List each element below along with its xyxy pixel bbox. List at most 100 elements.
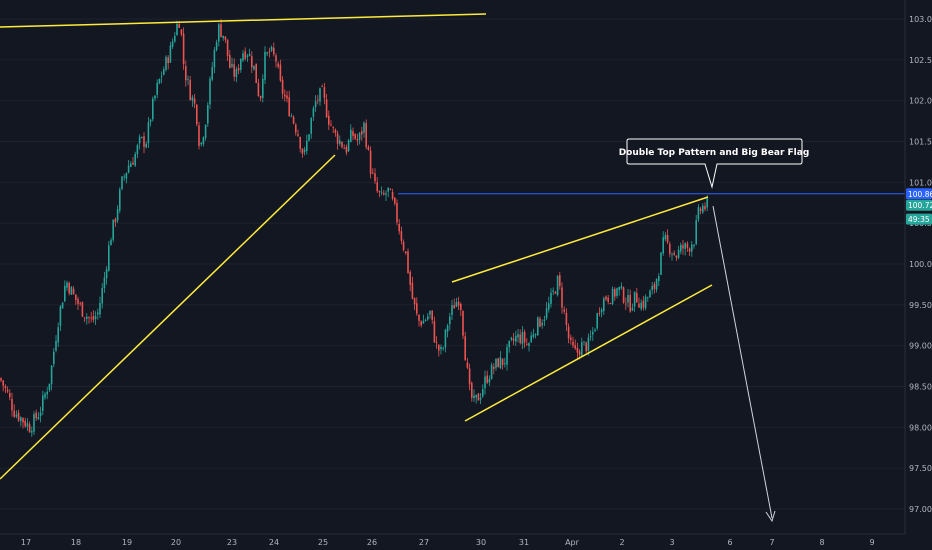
projection-arrow-line[interactable] [712,205,773,519]
top-resistance-trendline[interactable] [0,13,487,28]
candle-body [77,298,79,304]
candle-body [116,209,119,221]
candle-body [350,129,352,142]
candle-body [396,202,398,223]
candle-body [477,393,480,401]
candle-body [339,140,341,144]
candle-body [438,344,440,351]
candle-body [506,347,508,365]
candle-body [398,224,400,232]
candle-body [79,303,81,305]
price-tick-label: 97.00 [909,505,932,514]
candle-body [490,364,493,380]
candle-body [479,397,482,400]
candle-body [253,65,255,70]
time-tick-label: 8 [819,538,824,547]
candle-body [651,286,653,291]
candle-body [545,308,548,319]
candle-body [662,237,664,254]
time-axis-bg [0,534,932,550]
flag-upper-trendline[interactable] [451,196,709,283]
candle-body [4,386,7,389]
projection-arrowhead-icon [765,510,776,523]
candle-body [105,269,108,279]
candle-body [519,334,521,343]
price-tick-label: 97.50 [909,464,932,473]
candle-body [286,95,288,99]
candle-body [572,341,574,346]
candle-body [374,173,376,182]
price-axis[interactable]: 103.00102.50102.00101.50101.00100.50100.… [904,0,932,550]
callout-bubble [626,138,803,189]
candle-body [537,317,539,336]
candle-body [196,104,198,125]
candle-body [620,286,623,289]
candle-body [297,134,299,136]
candle-body [103,277,106,289]
candle-body [418,314,420,321]
candle-body [603,298,605,312]
candle-body [343,148,345,150]
price-tick-label: 100.00 [909,260,932,269]
candle-body [347,140,350,152]
time-tick-label: 6 [727,538,732,547]
candle-body [171,41,174,47]
candle-body [207,105,209,124]
candle-body [647,297,649,298]
candle-body [57,327,59,343]
candle-body [26,423,29,427]
candle-body [655,279,658,290]
candle-body [147,122,150,144]
candle-body [427,316,429,320]
candle-body [306,140,308,152]
candle-body [121,176,123,190]
flag-lower-trendline[interactable] [464,284,713,422]
time-tick-label: 25 [318,538,328,547]
annotation-callout[interactable]: Double Top Pattern and Big Bear Flag [619,138,810,189]
candle-body [389,188,392,191]
time-tick-label: 23 [227,538,237,547]
candle-body [231,63,233,67]
candle-body [589,336,592,338]
candle-body [543,319,546,321]
candle-body [488,378,491,383]
candle-body [303,149,306,152]
candle-body [677,249,680,258]
candle-body [451,305,453,316]
candle-body [680,244,682,252]
candle-body [110,239,112,246]
candle-body [638,303,640,308]
candle-body [504,363,506,364]
price-badge[interactable] [906,213,932,225]
price-badge-label: 100.86 [908,190,932,199]
candle-body [257,82,260,96]
candle-body [669,243,671,254]
price-badge[interactable] [906,199,932,211]
candle-body [323,87,326,99]
rising-support-trendline[interactable] [0,154,336,480]
candle-body [446,325,449,332]
candle-body [530,335,532,343]
candle-body [141,137,143,138]
candle-body [431,310,433,321]
candle-body [541,322,543,326]
candle-body [308,134,310,141]
price-badge[interactable] [906,188,932,200]
candle-body [237,67,240,71]
candle-body [699,208,702,211]
candle-body [134,154,136,166]
candle-body [616,288,618,296]
candle-body [345,146,348,153]
candle-body [176,23,178,36]
candle-body [686,243,689,248]
candle-body [277,63,279,67]
candle-body [101,287,103,304]
candle-body [704,206,706,210]
candle-body [578,351,581,356]
time-axis[interactable]: 17 18 19 20 23 24 25 26 27 30 31 Apr 2 3 6 7 8 9 [0,533,932,550]
candle-body [169,45,172,63]
time-tick-label: 17 [21,538,31,547]
candle-body [607,297,609,302]
